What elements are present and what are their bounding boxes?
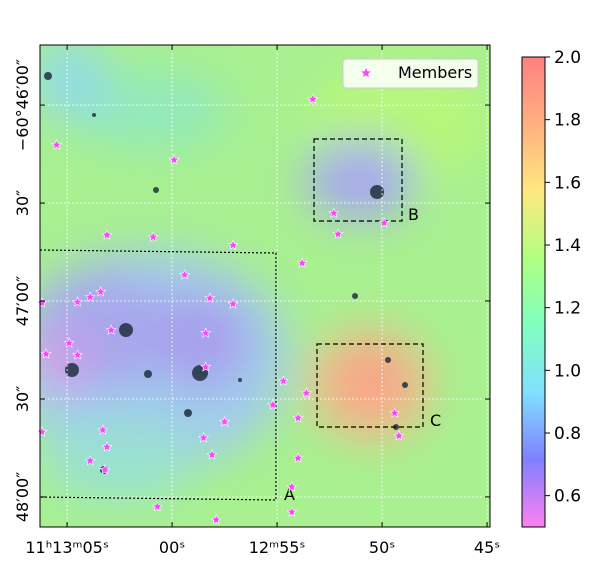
member-star [63,337,75,348]
member-star [40,348,52,359]
y-tick-label: 30″ [13,386,32,412]
member-star [210,514,222,525]
x-tick-label: 12ᵐ55ˢ [249,538,306,557]
x-tick-label: 45ˢ [474,538,500,557]
colorbar-tick-label: 0.8 [554,424,581,444]
member-star [286,481,298,492]
member-star [84,291,96,302]
colorbar-tick-label: 1.6 [554,173,581,193]
member-star [151,501,163,512]
member-star [95,286,107,297]
legend [342,58,479,89]
y-tick-label: −60°46′00″ [13,59,32,151]
member-star [219,416,231,427]
member-star [206,449,218,460]
y-tick-label: 47′00″ [13,276,32,326]
member-star [378,217,390,228]
y-tick-label: 30″ [13,190,32,216]
plot-frame [39,44,491,528]
member-star [277,375,289,386]
background-map [40,45,490,527]
member-star [84,454,96,466]
member-star [292,412,304,423]
member-star [168,154,180,165]
member-star [204,292,216,303]
member-star [328,207,340,218]
colorbar-tick-label: 1.4 [554,236,581,256]
member-star [292,452,304,463]
member-star [72,296,84,307]
member-star [97,424,109,435]
x-tick-label: 00ˢ [159,538,185,557]
colorbar-tick-label: 1.8 [554,111,581,131]
member-star [286,506,298,517]
region-label: B [408,205,419,224]
member-star [101,441,113,452]
member-star [300,387,312,398]
colorbar-tick-label: 2.0 [554,48,581,68]
member-star [227,298,239,309]
region-label: A [284,485,295,504]
member-star [227,239,239,250]
member-star [332,228,344,239]
member-star [198,432,210,443]
member-star [36,297,48,308]
member-star [267,399,279,410]
member-star [179,269,191,280]
member-star [307,93,319,104]
member-star [389,407,401,418]
member-star [147,231,159,242]
member-star [105,324,117,335]
member-star [72,349,84,360]
member-star [200,327,212,338]
legend-marker [361,68,371,77]
colorbar [521,56,546,528]
member-star [101,229,113,240]
member-star [200,361,212,372]
member-star [296,257,308,268]
x-tick-label: 50ˢ [369,538,395,557]
member-star [99,464,111,475]
regions [39,138,424,501]
member-star [393,430,405,441]
y-tick-label: 48′00″ [13,472,32,522]
region-label: C [430,411,441,430]
colorbar-tick-label: 1.2 [554,299,581,319]
colorbar-tick-label: 1.0 [554,361,581,381]
member-star [51,139,63,150]
colorbar-tick-label: 0.6 [554,487,581,507]
member-star [36,426,48,437]
x-tick-label: 11ʰ13ᵐ05ˢ [25,538,109,557]
legend-label: Members [398,63,472,82]
